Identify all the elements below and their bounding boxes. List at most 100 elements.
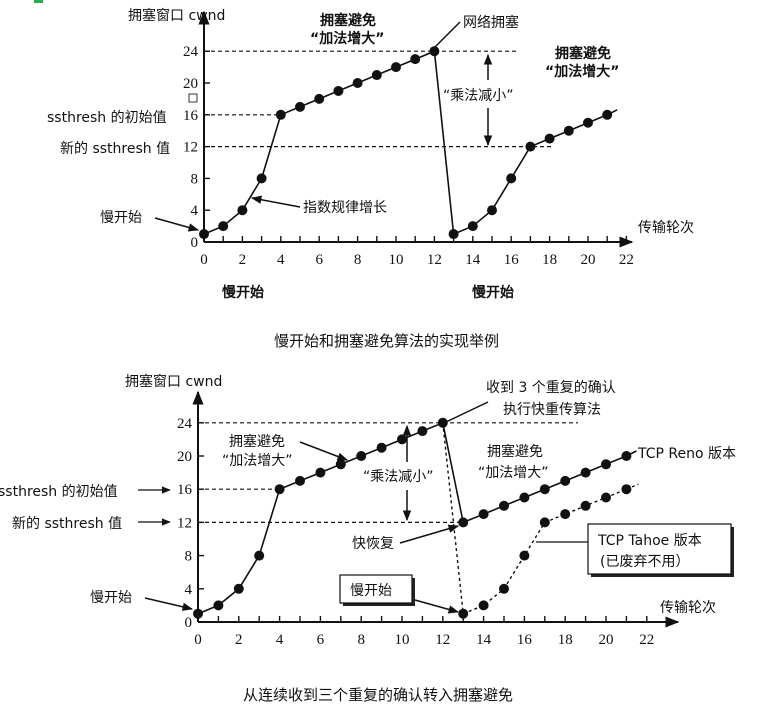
series-extension (626, 450, 637, 457)
bottom-ca-label-2b: “加法增大” (478, 465, 549, 481)
top-y-axis-label: 拥塞窗口 cwnd (128, 7, 225, 24)
bottom-series (193, 417, 639, 619)
data-point (448, 229, 459, 240)
data-point (601, 492, 611, 503)
data-point (295, 101, 305, 112)
x-tick-label: 4 (276, 632, 284, 648)
data-point (519, 492, 530, 503)
top-exp-label: 指数规律增长 (303, 200, 387, 216)
data-point (199, 229, 209, 240)
x-tick-label: 22 (619, 252, 634, 268)
bottom-y-axis-label: 拥塞窗口 cwnd (125, 373, 222, 390)
data-point (544, 133, 555, 144)
top-series (199, 46, 618, 240)
series-line-0 (203, 50, 608, 236)
top-ssthresh-new-label: 新的 ssthresh 值 (60, 141, 170, 157)
y-tick-label: 4 (191, 203, 199, 219)
x-tick-label: 18 (558, 632, 573, 648)
data-point (458, 608, 469, 619)
top-slow-start-under-1: 慢开始 (222, 284, 264, 301)
data-point (429, 46, 440, 57)
x-tick-label: 18 (542, 252, 557, 268)
data-point (335, 459, 346, 470)
top-ca-label-2b: “加法增大” (545, 63, 619, 80)
top-slow-start-arrow (154, 217, 200, 232)
data-point (237, 205, 248, 216)
x-tick-label: 8 (354, 252, 362, 268)
data-point (356, 451, 367, 461)
x-tick-label: 10 (395, 632, 410, 648)
bottom-tahoe-label-2: (已废弃不用） (600, 554, 689, 570)
x-tick-label: 10 (389, 252, 404, 268)
bottom-ca-label-2a: 拥塞避免 (487, 443, 543, 460)
data-point (487, 205, 497, 216)
x-tick-label: 20 (599, 632, 614, 648)
data-point (458, 517, 469, 528)
bottom-reno-label: TCP Reno 版本 (637, 446, 736, 462)
data-point (371, 70, 382, 81)
y-tick-label: 16 (177, 482, 193, 498)
x-tick-label: 22 (639, 632, 654, 648)
x-tick-label: 6 (315, 252, 323, 268)
y-tick-label: 24 (177, 416, 193, 432)
data-point (563, 125, 574, 136)
data-point (333, 85, 344, 96)
bottom-md-label: “乘法减小” (363, 469, 434, 485)
data-point (295, 475, 305, 486)
data-point (218, 221, 229, 232)
data-point (410, 54, 421, 65)
data-point (233, 583, 244, 594)
bottom-tahoe-label-1: TCP Tahoe 版本 (597, 533, 702, 549)
bottom-reference-lines (198, 422, 578, 524)
series-extension (626, 483, 639, 490)
x-tick-label: 12 (427, 252, 442, 268)
data-point (274, 484, 285, 495)
bottom-dupack-pointer (445, 401, 489, 423)
bottom-slow-start-arrow (144, 597, 194, 611)
y-tick-label: 8 (185, 549, 193, 565)
data-point (560, 509, 571, 520)
data-point (193, 608, 203, 619)
data-point (314, 93, 325, 104)
y-tick-label: 12 (177, 515, 192, 531)
bottom-ca-label-1a: 拥塞避免 (229, 433, 285, 450)
top-ca-label-2a: 拥塞避免 (555, 45, 611, 62)
data-point (213, 600, 224, 611)
x-tick-label: 4 (277, 252, 285, 268)
top-ca-label-1b: “加法增大” (310, 30, 384, 47)
data-point (506, 173, 517, 184)
top-exp-arrow (250, 195, 301, 208)
series-line-1 (442, 422, 627, 615)
x-tick-label: 20 (581, 252, 596, 268)
bottom-ssthresh-new-label: 新的 ssthresh 值 (12, 516, 122, 532)
x-tick-label: 14 (465, 252, 481, 268)
y-tick-label: 20 (183, 76, 198, 92)
data-point (467, 221, 478, 232)
x-tick-label: 2 (239, 252, 247, 268)
data-point (580, 467, 591, 478)
data-point (478, 509, 489, 520)
series-extension (606, 109, 618, 116)
data-point (397, 434, 407, 445)
bottom-dupack-label-2: 执行快重传算法 (503, 402, 601, 418)
data-point (376, 442, 387, 453)
y-tick-label: 0 (185, 615, 193, 631)
data-point (583, 117, 593, 128)
x-tick-label: 12 (435, 632, 450, 648)
x-tick-label: 8 (357, 632, 365, 648)
y-tick-label: 4 (185, 582, 193, 598)
bottom-slow-start-box: 慢开始 (339, 574, 415, 606)
top-ssthresh-init-label: ssthresh 的初始值 (47, 109, 167, 126)
top-congestion-pointer (431, 21, 461, 51)
bottom-caption: 从连续收到三个重复的确认转入拥塞避免 (243, 686, 513, 704)
bottom-ca-pointer-1 (299, 441, 348, 461)
top-slow-start-label: 慢开始 (100, 209, 142, 226)
series-line-0 (197, 421, 627, 615)
bottom-fast-recovery-arrow (399, 524, 460, 544)
corner-marker (34, 0, 43, 3)
bottom-slow-start-box-text: 慢开始 (350, 582, 392, 599)
x-tick-label: 16 (517, 632, 533, 648)
x-tick-label: 16 (504, 252, 520, 268)
